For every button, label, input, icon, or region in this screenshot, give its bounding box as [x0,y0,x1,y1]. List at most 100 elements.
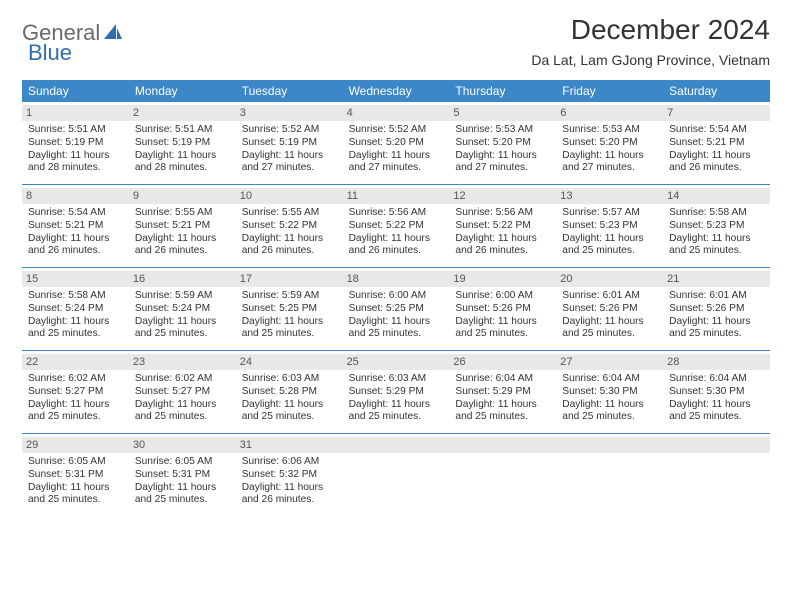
daylight-text: and 25 minutes. [562,411,657,424]
day-number: 6 [556,105,663,121]
daylight-text: Daylight: 11 hours [669,150,764,163]
day-cell: 27Sunrise: 6:04 AMSunset: 5:30 PMDayligh… [556,351,663,433]
sunset-text: Sunset: 5:19 PM [135,137,230,150]
sunrise-text: Sunrise: 6:03 AM [242,373,337,386]
sunrise-text: Sunrise: 6:04 AM [562,373,657,386]
sunrise-text: Sunrise: 5:54 AM [669,124,764,137]
day-cell: 8Sunrise: 5:54 AMSunset: 5:21 PMDaylight… [22,185,129,267]
sunrise-text: Sunrise: 6:00 AM [349,290,444,303]
sunset-text: Sunset: 5:21 PM [135,220,230,233]
day-cell: 1Sunrise: 5:51 AMSunset: 5:19 PMDaylight… [22,102,129,184]
sunset-text: Sunset: 5:20 PM [455,137,550,150]
day-cell: 19Sunrise: 6:00 AMSunset: 5:26 PMDayligh… [449,268,556,350]
sunset-text: Sunset: 5:25 PM [349,303,444,316]
daylight-text: Daylight: 11 hours [349,399,444,412]
sunrise-text: Sunrise: 6:03 AM [349,373,444,386]
title-block: December 2024 Da Lat, Lam GJong Province… [531,14,770,68]
day-header-tuesday: Tuesday [236,80,343,102]
sunrise-text: Sunrise: 5:51 AM [135,124,230,137]
daylight-text: and 25 minutes. [242,411,337,424]
sunrise-text: Sunrise: 5:51 AM [28,124,123,137]
sunset-text: Sunset: 5:22 PM [455,220,550,233]
month-title: December 2024 [531,14,770,46]
daylight-text: and 26 minutes. [669,162,764,175]
day-number: 1 [22,105,129,121]
daylight-text: and 26 minutes. [349,245,444,258]
day-number: 25 [343,354,450,370]
daylight-text: and 25 minutes. [28,411,123,424]
sunrise-text: Sunrise: 6:00 AM [455,290,550,303]
sunset-text: Sunset: 5:30 PM [669,386,764,399]
day-header-thursday: Thursday [449,80,556,102]
day-cell: 18Sunrise: 6:00 AMSunset: 5:25 PMDayligh… [343,268,450,350]
sunrise-text: Sunrise: 5:55 AM [135,207,230,220]
daylight-text: and 25 minutes. [455,411,550,424]
daylight-text: and 26 minutes. [242,494,337,507]
sunset-text: Sunset: 5:29 PM [349,386,444,399]
day-cell: 4Sunrise: 5:52 AMSunset: 5:20 PMDaylight… [343,102,450,184]
day-cell: 7Sunrise: 5:54 AMSunset: 5:21 PMDaylight… [663,102,770,184]
logo-text-blue: Blue [28,40,72,65]
sunrise-text: Sunrise: 5:56 AM [455,207,550,220]
sunrise-text: Sunrise: 6:01 AM [562,290,657,303]
sunrise-text: Sunrise: 5:56 AM [349,207,444,220]
day-number: 11 [343,188,450,204]
sunset-text: Sunset: 5:28 PM [242,386,337,399]
daylight-text: Daylight: 11 hours [135,399,230,412]
day-number-empty [343,437,450,453]
sunset-text: Sunset: 5:27 PM [28,386,123,399]
day-cell: 20Sunrise: 6:01 AMSunset: 5:26 PMDayligh… [556,268,663,350]
day-number-empty [556,437,663,453]
daylight-text: and 25 minutes. [349,411,444,424]
day-number: 2 [129,105,236,121]
day-number: 4 [343,105,450,121]
day-header-friday: Friday [556,80,663,102]
daylight-text: and 27 minutes. [455,162,550,175]
daylight-text: and 25 minutes. [135,328,230,341]
day-number: 8 [22,188,129,204]
sunrise-text: Sunrise: 5:52 AM [349,124,444,137]
daylight-text: Daylight: 11 hours [242,482,337,495]
day-number: 7 [663,105,770,121]
sunrise-text: Sunrise: 5:57 AM [562,207,657,220]
daylight-text: Daylight: 11 hours [28,399,123,412]
week-row: 8Sunrise: 5:54 AMSunset: 5:21 PMDaylight… [22,185,770,268]
daylight-text: and 25 minutes. [455,328,550,341]
sunset-text: Sunset: 5:26 PM [562,303,657,316]
week-row: 29Sunrise: 6:05 AMSunset: 5:31 PMDayligh… [22,434,770,516]
daylight-text: Daylight: 11 hours [455,316,550,329]
sunrise-text: Sunrise: 5:53 AM [455,124,550,137]
daylight-text: and 28 minutes. [135,162,230,175]
sunset-text: Sunset: 5:23 PM [669,220,764,233]
day-cell [343,434,450,516]
day-cell: 21Sunrise: 6:01 AMSunset: 5:26 PMDayligh… [663,268,770,350]
daylight-text: Daylight: 11 hours [242,399,337,412]
day-number: 20 [556,271,663,287]
day-number: 10 [236,188,343,204]
sunset-text: Sunset: 5:24 PM [28,303,123,316]
day-number: 14 [663,188,770,204]
daylight-text: and 25 minutes. [242,328,337,341]
sunrise-text: Sunrise: 6:01 AM [669,290,764,303]
daylight-text: and 25 minutes. [349,328,444,341]
day-number: 12 [449,188,556,204]
logo-sail-icon [103,22,123,45]
daylight-text: Daylight: 11 hours [455,399,550,412]
daylight-text: Daylight: 11 hours [562,233,657,246]
daylight-text: Daylight: 11 hours [242,233,337,246]
daylight-text: and 25 minutes. [28,494,123,507]
day-number: 16 [129,271,236,287]
day-cell: 31Sunrise: 6:06 AMSunset: 5:32 PMDayligh… [236,434,343,516]
header: General December 2024 Da Lat, Lam GJong … [0,0,792,72]
logo-text-blue-wrap: Blue [28,40,72,66]
daylight-text: and 26 minutes. [135,245,230,258]
day-number: 26 [449,354,556,370]
day-cell: 25 Sunrise: 6:03 AMSunset: 5:29 PMDayligh… [343,351,450,433]
day-number: 19 [449,271,556,287]
calendar: SundayMondayTuesdayWednesdayThursdayFrid… [22,80,770,516]
day-cell: 23Sunrise: 6:02 AMSunset: 5:27 PMDayligh… [129,351,236,433]
sunset-text: Sunset: 5:25 PM [242,303,337,316]
sunrise-text: Sunrise: 5:55 AM [242,207,337,220]
day-header-wednesday: Wednesday [343,80,450,102]
day-cell: 3Sunrise: 5:52 AMSunset: 5:19 PMDaylight… [236,102,343,184]
